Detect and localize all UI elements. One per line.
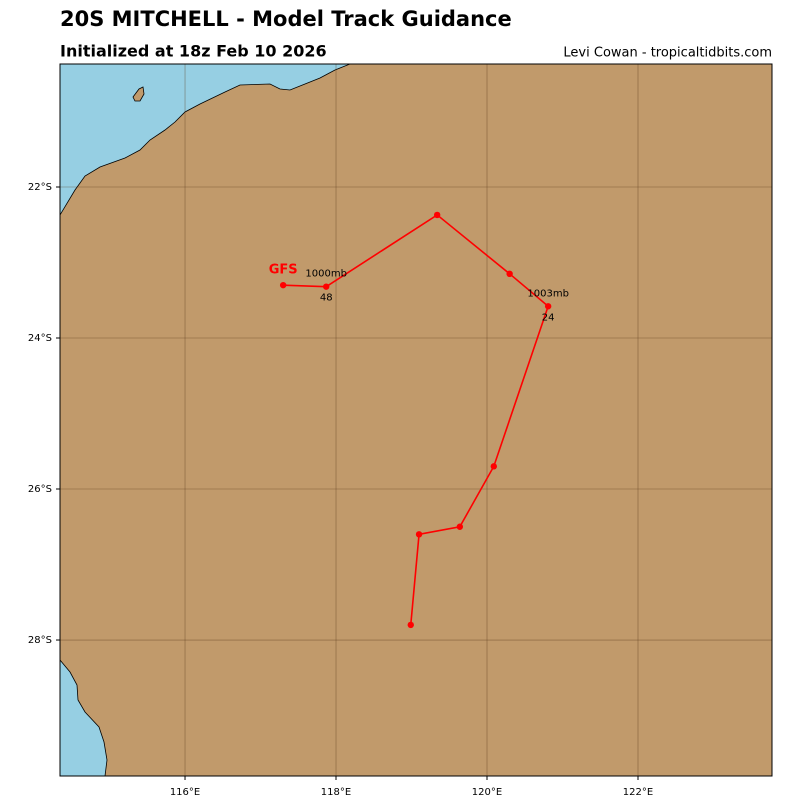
frame — [59, 63, 773, 777]
grid — [60, 64, 772, 776]
track-point — [279, 281, 287, 289]
chart-title: 20S MITCHELL - Model Track Guidance — [60, 7, 512, 31]
track-point — [407, 621, 414, 629]
island — [132, 86, 145, 102]
x-tick-label: 120°E — [472, 787, 502, 798]
y-tick-label: 28°S — [28, 635, 52, 646]
ocean — [60, 64, 351, 216]
chart-subtitle: Initialized at 18z Feb 10 2026 — [60, 42, 327, 61]
ocean — [60, 659, 108, 776]
y-tick-label: 22°S — [28, 182, 52, 193]
credit: Levi Cowan - tropicaltidbits.com — [563, 46, 772, 61]
x-tick-label: 122°E — [623, 787, 653, 798]
pressure-label: 1003mb — [527, 288, 569, 299]
x-tick-label: 118°E — [321, 787, 351, 798]
track-point — [490, 463, 497, 470]
track-point — [322, 283, 330, 290]
track-point — [456, 523, 464, 530]
track-point — [544, 303, 552, 310]
hour-label: 48 — [320, 293, 333, 304]
x-tick-label: 116°E — [170, 787, 200, 798]
land — [60, 64, 772, 776]
track-point — [415, 531, 423, 538]
track-point — [433, 211, 441, 219]
track-point — [506, 270, 513, 278]
y-tick-label: 26°S — [28, 484, 52, 495]
series-label: GFS — [269, 263, 298, 278]
pressure-label: 1000mb — [305, 269, 347, 280]
map — [60, 64, 772, 776]
hour-label: 24 — [542, 312, 555, 323]
y-tick-label: 24°S — [28, 333, 52, 344]
